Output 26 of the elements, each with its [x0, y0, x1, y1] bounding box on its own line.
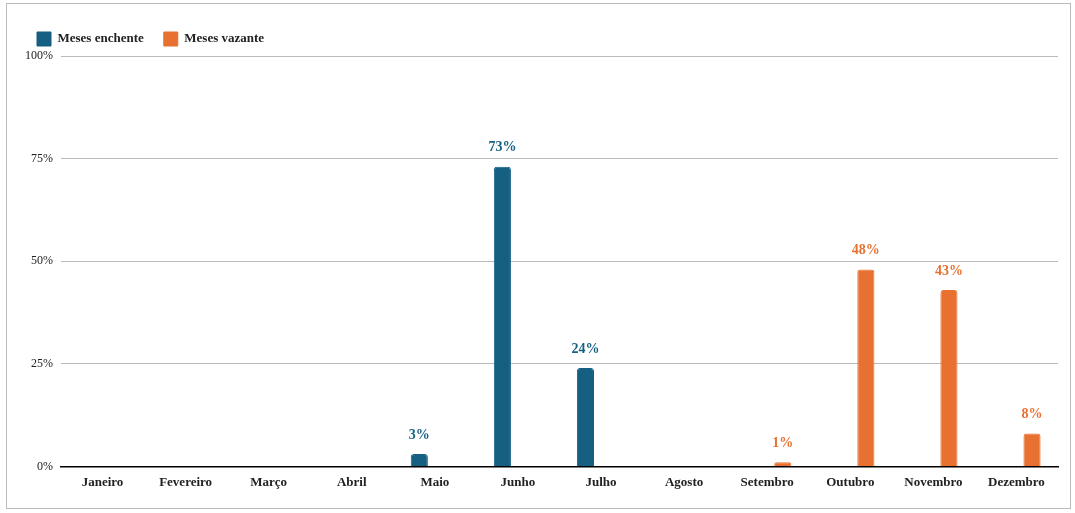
- data-label: 8%: [1021, 406, 1043, 422]
- y-tick-label: 0%: [37, 458, 53, 473]
- legend-label: Meses vazante: [184, 30, 265, 46]
- y-tick-label: 100%: [25, 48, 53, 63]
- data-label: 24%: [571, 340, 600, 356]
- x-tick-label: Outubro: [826, 473, 875, 489]
- data-label: 1%: [772, 434, 794, 450]
- data-label: 48%: [851, 242, 880, 258]
- data-label: 43%: [934, 262, 963, 278]
- x-tick-label: Setembro: [740, 473, 794, 489]
- x-tick-label: Dezembro: [988, 473, 1045, 489]
- y-tick-label: 75%: [31, 150, 53, 165]
- legend-label: Meses enchente: [57, 30, 145, 46]
- y-tick-label: 50%: [31, 253, 53, 268]
- x-tick-label: Fevereiro: [159, 473, 213, 489]
- x-tick-label: Novembro: [904, 473, 963, 489]
- x-tick-label: Janeiro: [81, 473, 124, 489]
- x-tick-label: Maio: [420, 473, 450, 489]
- x-tick-label: Março: [250, 473, 288, 489]
- x-tick-label: Agosto: [664, 473, 704, 489]
- x-tick-label: Junho: [500, 473, 536, 489]
- y-tick-label: 25%: [31, 355, 53, 370]
- data-label: 73%: [488, 139, 517, 155]
- data-label: 3%: [408, 426, 430, 442]
- x-tick-label: Abril: [336, 473, 367, 489]
- x-tick-label: Julho: [585, 473, 617, 489]
